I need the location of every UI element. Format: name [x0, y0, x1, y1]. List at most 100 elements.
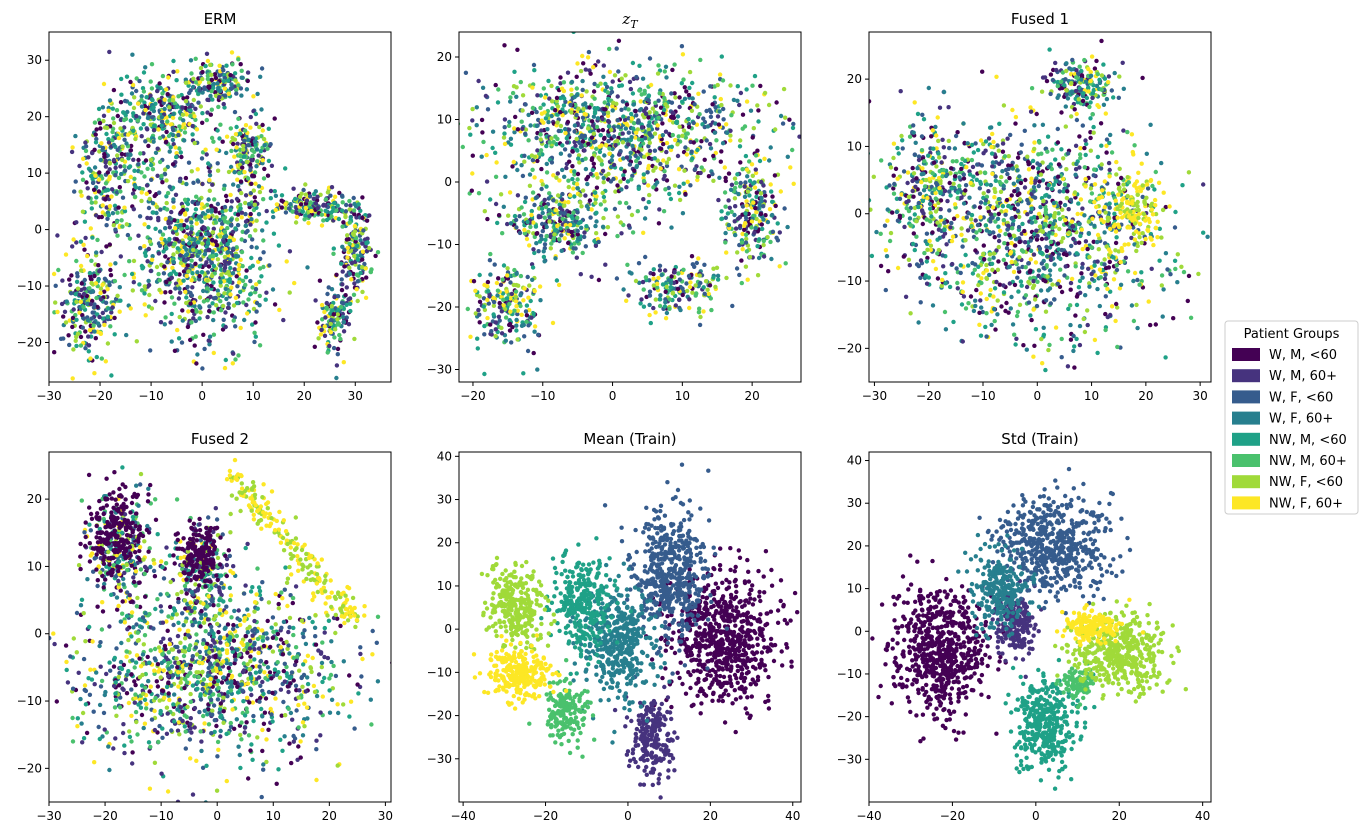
scatter-point	[693, 283, 698, 288]
scatter-point	[1155, 235, 1160, 240]
scatter-point	[209, 77, 215, 83]
scatter-point	[183, 258, 188, 263]
scatter-point	[223, 246, 228, 252]
scatter-point	[211, 332, 217, 337]
scatter-point	[493, 174, 499, 179]
scatter-point	[210, 301, 215, 306]
scatter-point	[190, 199, 195, 205]
scatter-point	[719, 216, 725, 221]
scatter-point	[755, 229, 760, 234]
scatter-point	[116, 135, 122, 141]
scatter-point	[1053, 60, 1058, 66]
scatter-point	[155, 173, 160, 178]
scatter-point	[484, 152, 489, 158]
scatter-point	[732, 212, 737, 218]
scatter-point	[624, 155, 630, 160]
scatter-point	[335, 203, 340, 208]
scatter-point	[641, 304, 647, 309]
scatter-point	[1122, 242, 1127, 247]
scatter-point	[221, 303, 226, 309]
scatter-point	[305, 265, 310, 270]
scatter-point	[256, 184, 262, 189]
scatter-point	[120, 195, 126, 200]
scatter-point	[677, 124, 682, 129]
scatter-point	[576, 106, 581, 111]
scatter-point	[141, 111, 146, 116]
scatter-point	[153, 101, 158, 107]
scatter-point	[560, 167, 565, 173]
scatter-point	[248, 125, 253, 130]
scatter-point	[177, 179, 183, 184]
scatter-point	[183, 289, 188, 295]
scatter-point	[607, 151, 612, 156]
scatter-point	[189, 71, 194, 76]
scatter-point	[629, 116, 635, 121]
scatter-point	[297, 194, 303, 199]
axes-frame	[48, 31, 392, 383]
scatter-point	[354, 287, 359, 292]
scatter-point	[480, 130, 485, 135]
scatter-point	[718, 159, 723, 164]
scatter-point	[646, 115, 651, 120]
scatter-point	[97, 269, 102, 274]
scatter-point	[302, 217, 307, 222]
scatter-point	[572, 94, 577, 100]
scatter-point	[1004, 179, 1009, 184]
scatter-point	[195, 352, 200, 357]
scatter-point	[344, 285, 349, 290]
scatter-point	[587, 198, 593, 203]
scatter-point	[526, 112, 531, 118]
scatter-point	[515, 311, 520, 317]
scatter-point	[257, 279, 262, 285]
scatter-point	[510, 90, 516, 96]
scatter-point	[200, 76, 205, 82]
scatter-point	[629, 111, 634, 117]
scatter-point	[99, 249, 104, 255]
scatter-point	[1038, 204, 1043, 210]
scatter-point	[250, 237, 255, 242]
scatter-point	[493, 334, 498, 339]
scatter-point	[993, 174, 998, 179]
scatter-point	[646, 93, 652, 98]
scatter-point	[902, 224, 907, 230]
scatter-point	[95, 237, 100, 243]
scatter-point	[177, 286, 182, 291]
scatter-point	[288, 202, 293, 207]
scatter-point	[720, 78, 726, 83]
scatter-point	[193, 334, 198, 339]
scatter-point	[574, 255, 579, 260]
scatter-point	[124, 74, 130, 79]
scatter-point	[232, 170, 237, 175]
scatter-point	[485, 284, 490, 289]
scatter-point	[551, 236, 556, 241]
scatter-point	[711, 275, 716, 280]
scatter-point	[218, 122, 223, 127]
scatter-point	[191, 76, 196, 82]
scatter-point	[174, 231, 180, 237]
scatter-point	[259, 134, 264, 139]
scatter-point	[488, 197, 493, 202]
scatter-point	[666, 185, 671, 191]
scatter-point	[83, 346, 88, 351]
scatter-point	[515, 337, 520, 342]
scatter-point	[59, 301, 65, 307]
scatter-point	[761, 204, 766, 209]
scatter-point	[351, 292, 357, 297]
scatter-point	[105, 216, 110, 221]
scatter-point	[664, 310, 670, 316]
scatter-point	[130, 288, 135, 293]
scatter-point	[236, 280, 242, 285]
scatter-point	[210, 237, 215, 243]
scatter-point	[1144, 151, 1150, 156]
scatter-point	[541, 86, 546, 91]
scatter-point	[562, 174, 567, 179]
scatter-point	[303, 205, 308, 211]
scatter-point	[723, 178, 728, 184]
scatter-point	[229, 223, 234, 228]
scatter-point	[638, 99, 643, 104]
scatter-point	[283, 202, 288, 207]
scatter-point	[554, 278, 560, 283]
scatter-point	[513, 299, 519, 304]
scatter-point	[496, 314, 502, 319]
